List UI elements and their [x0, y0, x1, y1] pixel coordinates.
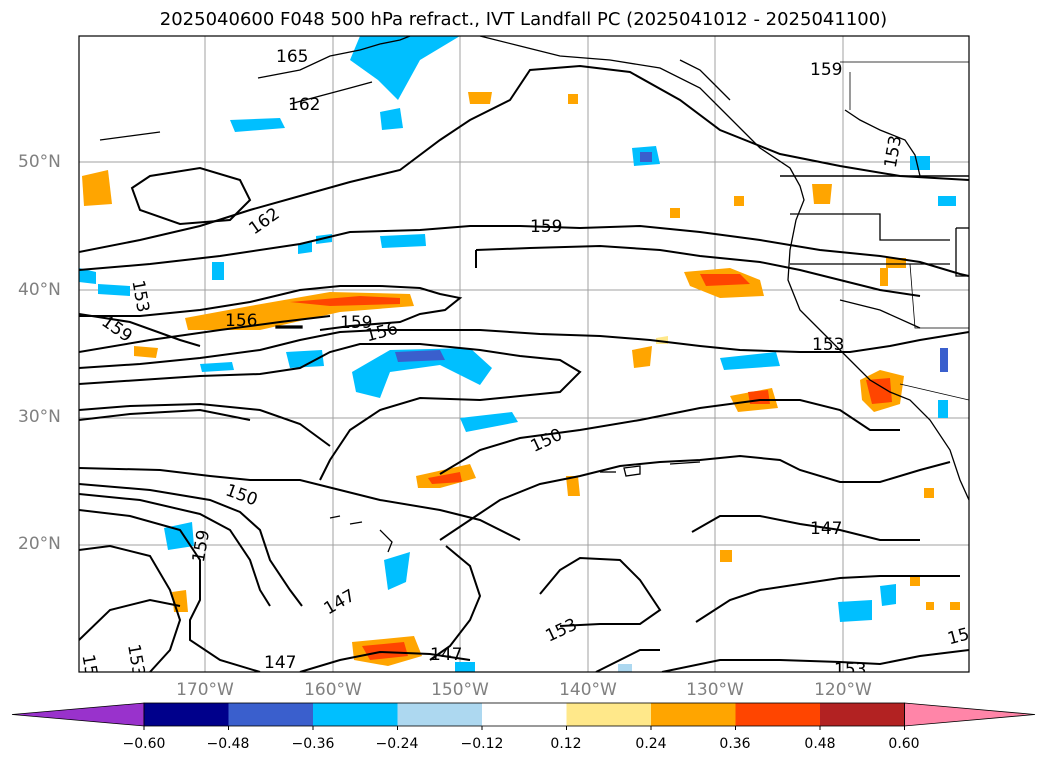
colorbar-tick-label: 0.12 [550, 736, 582, 752]
colorbar-segment [313, 703, 398, 726]
colorbar-extend-max [904, 702, 1036, 727]
map-title: 2025040600 F048 500 hPa refract., IVT La… [159, 9, 888, 30]
lat-label: 30°N [18, 407, 61, 427]
negative-anomaly-patches [79, 36, 956, 672]
contour-label: 165 [276, 47, 308, 67]
contour-label: 153 [123, 643, 148, 678]
colorbar-segment [820, 703, 905, 726]
contour-label: 156 [225, 311, 257, 331]
lon-label: 150°W [431, 680, 489, 700]
lat-label: 20°N [18, 534, 61, 554]
lon-label: 130°W [686, 680, 744, 700]
contour-label: 147 [810, 519, 842, 539]
contour-label: 159 [810, 60, 842, 80]
colorbar-tick-label: −0.12 [460, 736, 504, 752]
colorbar-segment [144, 703, 229, 726]
colorbar-tick-label: −0.36 [291, 736, 335, 752]
colorbar-segments [11, 702, 1036, 730]
contour-label: 159 [340, 313, 372, 333]
colorbar-segment [651, 703, 736, 726]
colorbar-frame [143, 702, 905, 727]
colorbar-tick-label: 0.48 [804, 736, 836, 752]
colorbar [11, 702, 1036, 730]
colorbar-tick-label: 0.36 [719, 736, 751, 752]
contour-label: 15 [945, 624, 971, 649]
contour-label: 153 [812, 335, 844, 355]
colorbar-segment [228, 703, 313, 726]
colorbar-tick-label: −0.48 [206, 736, 250, 752]
contour-label: 153 [77, 653, 102, 688]
contour-label: 153 [834, 660, 866, 680]
contour-label: 147 [430, 645, 462, 665]
contour-label: 159 [530, 217, 562, 237]
colorbar-tick-label: 0.60 [888, 736, 920, 752]
positive-anomaly-patches [82, 92, 960, 666]
colorbar-extend-min [11, 702, 145, 727]
contour-label: 162 [288, 95, 320, 115]
colorbar-tick-label: 0.24 [635, 736, 667, 752]
colorbar-segment [397, 703, 482, 726]
lon-label: 140°W [559, 680, 617, 700]
contour-label: 147 [264, 653, 296, 673]
lat-label: 50°N [18, 152, 61, 172]
colorbar-tick-label: −0.24 [375, 736, 419, 752]
lon-label: 170°W [176, 680, 234, 700]
lon-label: 120°W [814, 680, 872, 700]
plot-frame [78, 35, 970, 673]
height-contours [79, 64, 969, 672]
coastlines [99, 36, 969, 553]
lon-label: 160°W [304, 680, 362, 700]
colorbar-segment [482, 703, 567, 726]
colorbar-segment [566, 703, 651, 726]
map-plot: 165 162 162 159 159 159 159 156 156 153 … [77, 35, 971, 688]
colorbar-segment [735, 703, 820, 726]
lat-label: 40°N [18, 280, 61, 300]
colorbar-tick-label: −0.60 [122, 736, 166, 752]
